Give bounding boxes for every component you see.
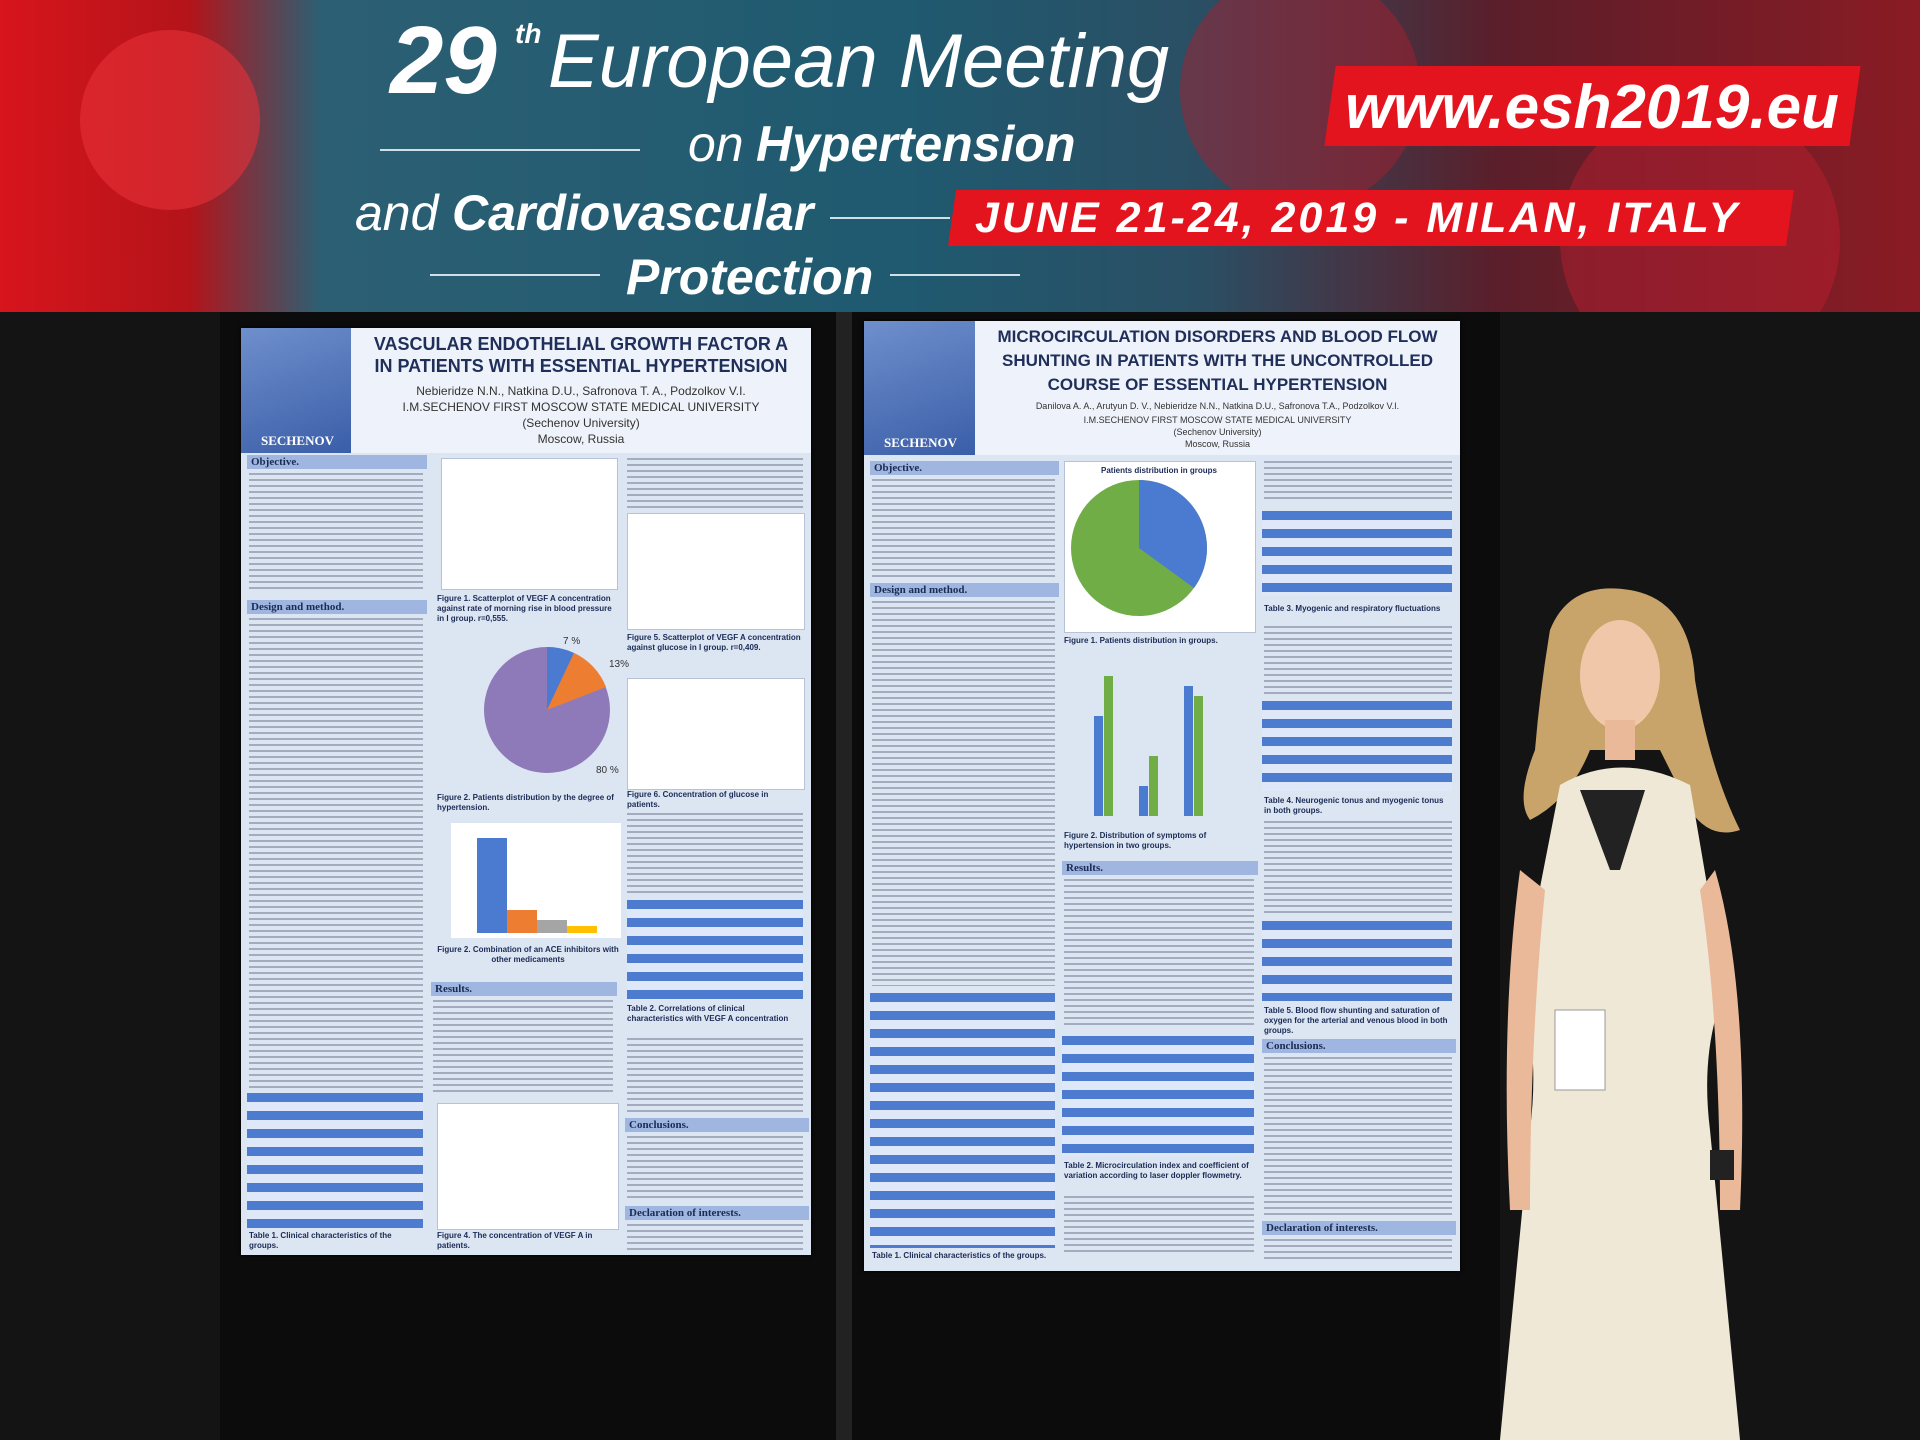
caption: Table 2. Microcirculation index and coef…	[1064, 1161, 1249, 1180]
title-line: European Meeting	[548, 19, 1170, 104]
caption: Figure 2. Combination of an ACE inhibito…	[437, 945, 619, 964]
caption: Table 4. Neurogenic tonus and myogenic t…	[1264, 796, 1444, 815]
bar-figure	[451, 823, 621, 938]
city: Moscow, Russia	[1184, 439, 1251, 449]
city: Moscow, Russia	[537, 432, 625, 446]
table	[247, 1093, 423, 1228]
scatter-figure	[441, 458, 618, 590]
poster-title: VASCULAR ENDOTHELIAL GROWTH FACTOR A	[373, 334, 789, 354]
logo	[241, 328, 351, 453]
table	[1262, 511, 1452, 596]
histogram-figure	[627, 678, 805, 790]
poster-title: COURSE OF ESSENTIAL HYPERTENSION	[1047, 375, 1388, 394]
pie-label: 80 %	[596, 765, 619, 776]
caption: Figure 2. Distribution of symptoms of hy…	[1064, 831, 1207, 850]
section-heading: Results.	[1062, 861, 1258, 875]
poster: SECHENOV MICROCIRCULATION DISORDERS AND …	[864, 321, 1460, 1271]
section-heading: Declaration of interests.	[1262, 1221, 1456, 1235]
body-text	[627, 1038, 803, 1113]
website: www.esh2019.eu	[1345, 73, 1839, 142]
body-text	[872, 601, 1055, 986]
edition-suffix: th	[515, 18, 542, 49]
section-heading: Design and method.	[870, 583, 1059, 597]
caption: Figure 1. Scatterplot of VEGF A concentr…	[437, 594, 612, 623]
pie-label: 7 %	[563, 636, 581, 647]
section-heading: Conclusions.	[625, 1118, 809, 1132]
caption: Table 1. Clinical characteristics of the…	[249, 1231, 392, 1250]
title-line: Protection	[626, 249, 874, 305]
body-text	[627, 813, 803, 893]
title-prefix: on	[688, 116, 744, 172]
caption: Figure 2. Patients distribution by the d…	[437, 793, 614, 812]
logo	[864, 321, 975, 455]
body-text	[627, 458, 803, 508]
authors: Danilova A. A., Arutyun D. V., Nebieridz…	[1035, 401, 1400, 411]
body-text	[872, 479, 1055, 579]
section-heading: Objective.	[247, 455, 427, 469]
body-text	[627, 1136, 803, 1202]
box-figure	[437, 1103, 619, 1230]
body-text	[249, 473, 423, 593]
affiliation: I.M.SECHENOV FIRST MOSCOW STATE MEDICAL …	[1083, 415, 1352, 425]
caption: Table 5. Blood flow shunting and saturat…	[1264, 1006, 1448, 1035]
pie-label: 13%	[609, 659, 630, 670]
body-text	[1064, 1196, 1254, 1256]
title-prefix: and	[355, 185, 439, 241]
body-text	[1264, 1239, 1452, 1263]
body-text	[1264, 1057, 1452, 1217]
caption: Figure 5. Scatterplot of VEGF A concentr…	[627, 633, 801, 652]
table	[1262, 701, 1452, 791]
poster-title: MICROCIRCULATION DISORDERS AND BLOOD FLO…	[997, 327, 1438, 346]
bar-figure	[1064, 656, 1254, 826]
table	[1262, 921, 1452, 1001]
presenter	[1500, 588, 1743, 1440]
banner: 29 th European Meeting on Hypertension a…	[0, 0, 1920, 312]
edition: 29	[390, 7, 497, 114]
table	[1062, 1036, 1254, 1156]
body-text	[249, 618, 423, 1088]
pie-figure	[1071, 480, 1208, 616]
poster-title: IN PATIENTS WITH ESSENTIAL HYPERTENSION	[374, 356, 788, 376]
caption: Figure 1. Patients distribution in group…	[1064, 636, 1218, 645]
caption: Patients distribution in groups	[1101, 466, 1217, 475]
body-text	[1064, 879, 1254, 1029]
caption: Figure 6. Concentration of glucose in pa…	[627, 790, 769, 809]
body-text	[433, 1000, 613, 1095]
university: (Sechenov University)	[1173, 427, 1262, 437]
dates: JUNE 21-24, 2019 - MILAN, ITALY	[975, 194, 1741, 242]
title-line: Hypertension	[756, 116, 1076, 172]
board-divider	[836, 312, 852, 1440]
section-heading: Declaration of interests.	[625, 1206, 809, 1220]
caption: Table 1. Clinical characteristics of the…	[872, 1251, 1047, 1260]
logo-text: SECHENOV	[884, 435, 957, 450]
table	[870, 993, 1055, 1248]
body-text	[1264, 461, 1452, 501]
body-text	[1264, 821, 1452, 916]
table	[627, 900, 803, 1000]
title-line: Cardiovascular	[452, 185, 814, 241]
affiliation: I.M.SECHENOV FIRST MOSCOW STATE MEDICAL …	[402, 400, 760, 414]
pie-figure	[484, 646, 610, 773]
banner-decoration	[80, 0, 1840, 312]
university: (Sechenov University)	[522, 416, 640, 430]
caption: Table 2. Correlations of clinical charac…	[627, 1004, 789, 1023]
section-heading: Objective.	[870, 461, 1059, 475]
authors: Nebieridze N.N., Natkina D.U., Safronova…	[416, 384, 746, 398]
body-text	[627, 1224, 803, 1250]
section-heading: Results.	[431, 982, 617, 996]
poster-title: SHUNTING IN PATIENTS WITH THE UNCONTROLL…	[1002, 351, 1433, 370]
caption: Figure 4. The concentration of VEGF A in…	[437, 1231, 593, 1250]
scatter-figure	[627, 513, 805, 630]
section-heading: Design and method.	[247, 600, 427, 614]
caption: Table 3. Myogenic and respiratory fluctu…	[1264, 604, 1441, 613]
logo-text: SECHENOV	[261, 433, 334, 448]
poster: SECHENOV VASCULAR ENDOTHELIAL GROWTH FAC…	[241, 328, 811, 1255]
body-text	[1264, 626, 1452, 696]
section-heading: Conclusions.	[1262, 1039, 1456, 1053]
